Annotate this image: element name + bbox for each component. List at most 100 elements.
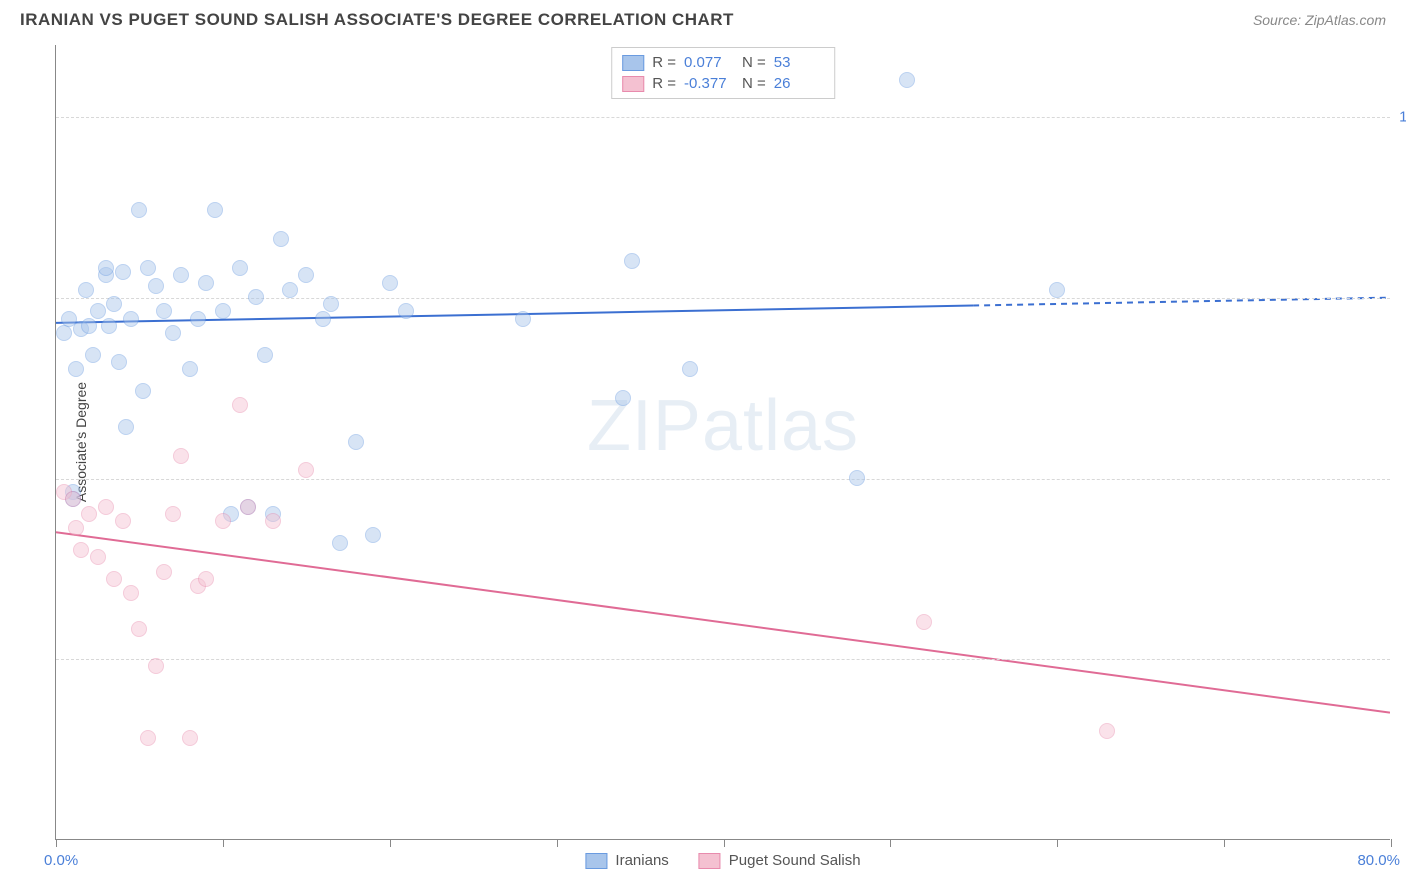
scatter-point [165,325,181,341]
gridline [56,479,1390,480]
scatter-point [398,303,414,319]
chart-title: IRANIAN VS PUGET SOUND SALISH ASSOCIATE'… [20,10,734,30]
chart-container: Associate's Degree ZIPatlas 25.0%50.0%75… [55,45,1390,840]
x-tick [1224,839,1225,847]
scatter-point [73,542,89,558]
scatter-point [348,434,364,450]
correlation-legend: R = 0.077 N = 53 R = -0.377 N = 26 [611,47,835,99]
scatter-point [81,318,97,334]
n-value: 53 [774,54,824,71]
scatter-point [135,383,151,399]
scatter-point [365,527,381,543]
scatter-point [257,347,273,363]
scatter-point [315,311,331,327]
scatter-point [232,397,248,413]
scatter-point [515,311,531,327]
scatter-point [68,520,84,536]
trend-lines [56,45,1390,839]
scatter-point [1049,282,1065,298]
scatter-point [173,448,189,464]
scatter-point [298,462,314,478]
scatter-point [131,202,147,218]
scatter-point [1099,723,1115,739]
r-value: 0.077 [684,54,734,71]
scatter-point [148,658,164,674]
x-tick [557,839,558,847]
scatter-point [298,267,314,283]
scatter-point [140,260,156,276]
scatter-point [85,347,101,363]
x-tick [56,839,57,847]
scatter-point [90,303,106,319]
x-tick [1057,839,1058,847]
scatter-point [90,549,106,565]
scatter-point [106,296,122,312]
scatter-point [68,361,84,377]
x-tick [223,839,224,847]
r-label: R = [652,54,676,71]
legend-row: R = -0.377 N = 26 [622,73,824,94]
scatter-point [207,202,223,218]
plot-area: Associate's Degree ZIPatlas 25.0%50.0%75… [55,45,1390,840]
scatter-point [198,571,214,587]
scatter-point [232,260,248,276]
scatter-point [115,513,131,529]
scatter-point [182,730,198,746]
scatter-point [916,614,932,630]
y-tick-label: 100.0% [1399,109,1406,126]
x-tick [724,839,725,847]
gridline [56,117,1390,118]
x-tick [890,839,891,847]
source-label: Source: ZipAtlas.com [1253,12,1386,28]
scatter-point [282,282,298,298]
x-tick [1391,839,1392,847]
scatter-point [106,571,122,587]
scatter-point [123,311,139,327]
header: IRANIAN VS PUGET SOUND SALISH ASSOCIATE'… [0,0,1406,35]
scatter-point [182,361,198,377]
x-tick [390,839,391,847]
scatter-point [240,499,256,515]
scatter-point [215,513,231,529]
legend-swatch [585,853,607,869]
scatter-point [123,585,139,601]
x-label-max: 80.0% [1357,852,1400,869]
legend-label: Iranians [615,852,668,869]
scatter-point [173,267,189,283]
scatter-point [118,419,134,435]
n-label: N = [742,75,766,92]
scatter-point [198,275,214,291]
scatter-point [215,303,231,319]
r-value: -0.377 [684,75,734,92]
r-label: R = [652,75,676,92]
legend-row: R = 0.077 N = 53 [622,52,824,73]
legend-item: Iranians [585,852,668,869]
scatter-point [248,289,264,305]
scatter-point [849,470,865,486]
scatter-point [156,303,172,319]
scatter-point [624,253,640,269]
scatter-point [382,275,398,291]
scatter-point [332,535,348,551]
scatter-point [101,318,117,334]
scatter-point [111,354,127,370]
scatter-point [273,231,289,247]
scatter-point [156,564,172,580]
scatter-point [98,260,114,276]
scatter-point [78,282,94,298]
scatter-point [56,325,72,341]
series-legend: Iranians Puget Sound Salish [585,852,860,869]
n-value: 26 [774,75,824,92]
legend-item: Puget Sound Salish [699,852,861,869]
scatter-point [148,278,164,294]
n-label: N = [742,54,766,71]
legend-swatch [699,853,721,869]
scatter-point [899,72,915,88]
scatter-point [115,264,131,280]
scatter-point [81,506,97,522]
scatter-point [265,513,281,529]
legend-label: Puget Sound Salish [729,852,861,869]
legend-swatch [622,76,644,92]
scatter-point [165,506,181,522]
scatter-point [323,296,339,312]
